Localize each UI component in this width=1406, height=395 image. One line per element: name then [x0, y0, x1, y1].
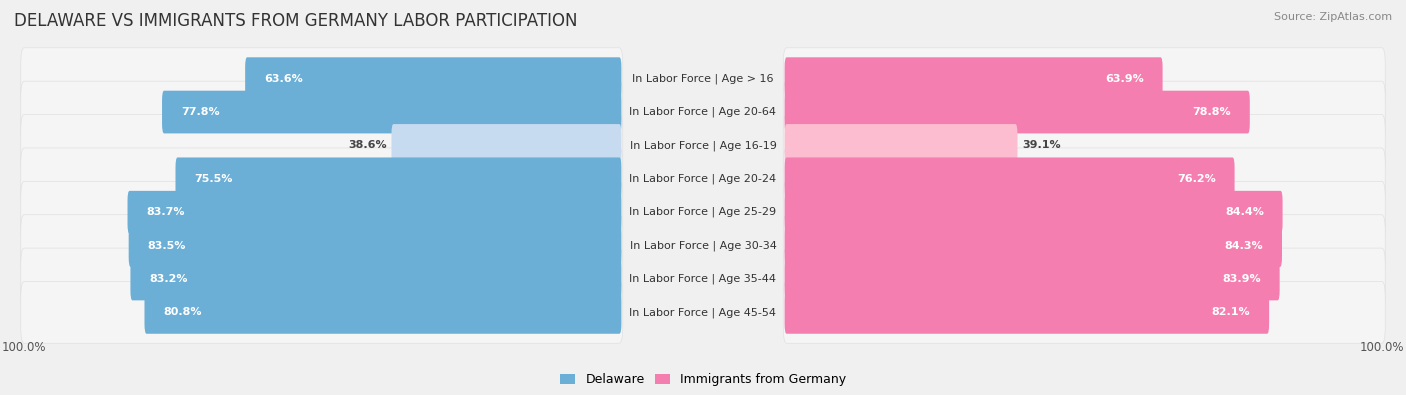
- Text: 39.1%: 39.1%: [1022, 141, 1060, 150]
- FancyBboxPatch shape: [783, 215, 1385, 276]
- Text: 75.5%: 75.5%: [194, 174, 232, 184]
- Text: In Labor Force | Age 35-44: In Labor Force | Age 35-44: [630, 274, 776, 284]
- Text: In Labor Force | Age 45-54: In Labor Force | Age 45-54: [630, 307, 776, 318]
- FancyBboxPatch shape: [21, 215, 623, 276]
- FancyBboxPatch shape: [785, 191, 1282, 233]
- FancyBboxPatch shape: [783, 248, 1385, 310]
- FancyBboxPatch shape: [21, 148, 623, 210]
- Text: 83.2%: 83.2%: [149, 274, 187, 284]
- Text: DELAWARE VS IMMIGRANTS FROM GERMANY LABOR PARTICIPATION: DELAWARE VS IMMIGRANTS FROM GERMANY LABO…: [14, 12, 578, 30]
- Text: 83.9%: 83.9%: [1222, 274, 1261, 284]
- FancyBboxPatch shape: [162, 91, 621, 134]
- FancyBboxPatch shape: [21, 115, 623, 176]
- FancyBboxPatch shape: [785, 158, 1234, 200]
- Text: 63.9%: 63.9%: [1105, 74, 1144, 84]
- FancyBboxPatch shape: [785, 224, 1282, 267]
- FancyBboxPatch shape: [391, 124, 621, 167]
- FancyBboxPatch shape: [129, 224, 621, 267]
- Text: 38.6%: 38.6%: [349, 141, 387, 150]
- Text: In Labor Force | Age 30-34: In Labor Force | Age 30-34: [630, 240, 776, 251]
- FancyBboxPatch shape: [783, 181, 1385, 243]
- Text: 84.4%: 84.4%: [1225, 207, 1264, 217]
- Text: 83.5%: 83.5%: [148, 241, 186, 250]
- FancyBboxPatch shape: [783, 48, 1385, 109]
- FancyBboxPatch shape: [783, 282, 1385, 343]
- Text: 83.7%: 83.7%: [146, 207, 184, 217]
- FancyBboxPatch shape: [21, 81, 623, 143]
- FancyBboxPatch shape: [21, 248, 623, 310]
- Text: 77.8%: 77.8%: [181, 107, 219, 117]
- Text: In Labor Force | Age 20-64: In Labor Force | Age 20-64: [630, 107, 776, 117]
- Text: 63.6%: 63.6%: [264, 74, 302, 84]
- FancyBboxPatch shape: [145, 291, 621, 334]
- FancyBboxPatch shape: [783, 115, 1385, 176]
- FancyBboxPatch shape: [785, 91, 1250, 134]
- Text: 80.8%: 80.8%: [163, 307, 201, 317]
- FancyBboxPatch shape: [783, 148, 1385, 210]
- FancyBboxPatch shape: [785, 124, 1018, 167]
- Legend: Delaware, Immigrants from Germany: Delaware, Immigrants from Germany: [555, 368, 851, 391]
- FancyBboxPatch shape: [785, 258, 1279, 300]
- Text: 84.3%: 84.3%: [1225, 241, 1263, 250]
- Text: 82.1%: 82.1%: [1212, 307, 1250, 317]
- FancyBboxPatch shape: [245, 57, 621, 100]
- Text: Source: ZipAtlas.com: Source: ZipAtlas.com: [1274, 12, 1392, 22]
- FancyBboxPatch shape: [785, 57, 1163, 100]
- FancyBboxPatch shape: [176, 158, 621, 200]
- FancyBboxPatch shape: [21, 181, 623, 243]
- FancyBboxPatch shape: [783, 81, 1385, 143]
- FancyBboxPatch shape: [131, 258, 621, 300]
- FancyBboxPatch shape: [21, 48, 623, 109]
- FancyBboxPatch shape: [128, 191, 621, 233]
- Text: In Labor Force | Age 20-24: In Labor Force | Age 20-24: [630, 173, 776, 184]
- Text: In Labor Force | Age 25-29: In Labor Force | Age 25-29: [630, 207, 776, 218]
- Text: In Labor Force | Age > 16: In Labor Force | Age > 16: [633, 73, 773, 84]
- FancyBboxPatch shape: [21, 282, 623, 343]
- Text: 76.2%: 76.2%: [1177, 174, 1216, 184]
- Text: In Labor Force | Age 16-19: In Labor Force | Age 16-19: [630, 140, 776, 151]
- Text: 78.8%: 78.8%: [1192, 107, 1232, 117]
- FancyBboxPatch shape: [785, 291, 1270, 334]
